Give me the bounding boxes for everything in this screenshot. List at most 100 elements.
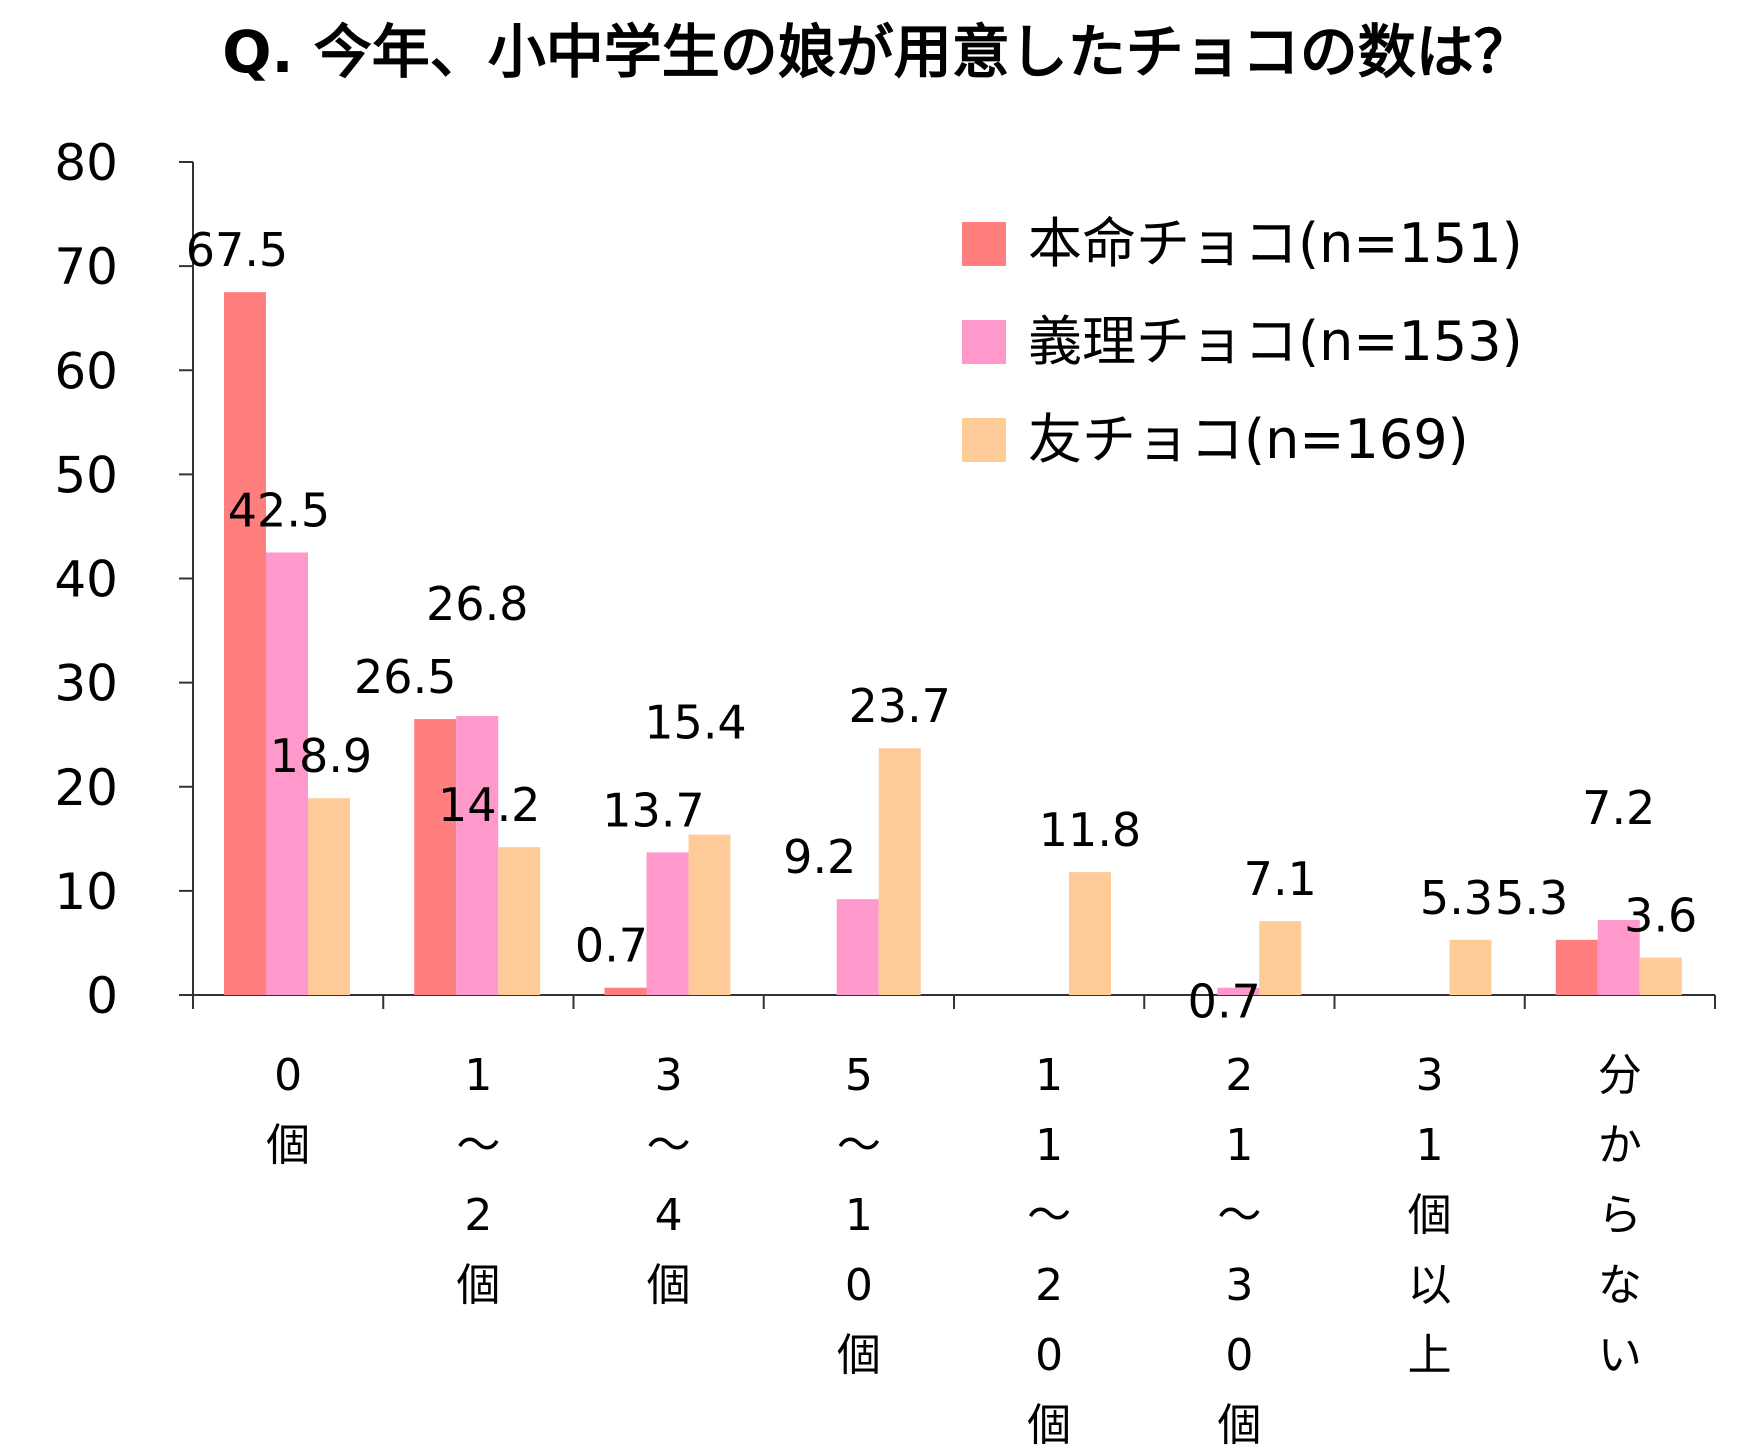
category-label-char: か <box>1598 1120 1642 1171</box>
bar <box>266 552 308 995</box>
category-label: 1 1 〜 2 0 個 <box>1027 1050 1071 1450</box>
bar <box>414 719 457 995</box>
category-label-char: 上 <box>1408 1330 1452 1381</box>
bar <box>1597 920 1640 995</box>
bar <box>1639 957 1682 995</box>
category-label: 5 〜 1 0 個 <box>837 1050 881 1381</box>
y-tick-label: 70 <box>54 238 118 296</box>
bars <box>224 292 1682 995</box>
category-label-char: ら <box>1598 1190 1642 1241</box>
category-label-char: 1 <box>1416 1120 1444 1171</box>
y-tick-label: 20 <box>54 759 118 817</box>
data-label: 0.7 <box>575 919 648 973</box>
bar <box>1449 939 1492 995</box>
data-label: 13.7 <box>602 783 704 837</box>
bar <box>1069 872 1111 995</box>
category-label-char: 個 <box>1408 1190 1452 1241</box>
category-label-char: 0 <box>845 1260 873 1311</box>
category-label-char: 以 <box>1408 1260 1452 1311</box>
data-label: 5.3 <box>1420 871 1493 925</box>
category-label-char: な <box>1598 1260 1642 1311</box>
legend-label: 本命チョコ(n=151) <box>1028 212 1523 275</box>
data-label: 26.5 <box>354 650 456 704</box>
data-label: 18.9 <box>270 729 372 783</box>
legend-swatch <box>962 222 1006 266</box>
data-label: 14.2 <box>438 778 540 832</box>
bar <box>646 852 689 995</box>
bar <box>308 798 350 995</box>
category-label-char: 0 <box>274 1050 302 1101</box>
bar <box>1217 987 1260 995</box>
bar <box>878 748 921 995</box>
legend-swatch <box>962 418 1006 462</box>
category-label-char: 0 <box>1225 1330 1253 1381</box>
bar <box>836 899 879 995</box>
category-label-char: 0 <box>1035 1330 1063 1381</box>
category-label-char: 4 <box>655 1190 683 1241</box>
data-label: 23.7 <box>849 679 951 733</box>
category-label-char: 〜 <box>1027 1190 1071 1241</box>
category-label: 0個 <box>266 1050 310 1171</box>
y-tick-label: 30 <box>54 655 118 713</box>
bar <box>1555 939 1598 995</box>
category-label-char: 3 <box>1225 1260 1253 1311</box>
category-label-char: 〜 <box>647 1120 691 1171</box>
category-label-char: 個 <box>456 1260 500 1311</box>
data-label: 42.5 <box>228 483 330 537</box>
data-label: 26.8 <box>426 577 528 631</box>
category-label-char: 1 <box>845 1190 873 1241</box>
y-axis-ticks: 0 10 20 30 40 50 60 70 80 <box>54 134 193 1025</box>
legend-swatch <box>962 320 1006 364</box>
data-label: 15.4 <box>644 696 746 750</box>
bar <box>456 715 499 995</box>
category-label-char: 1 <box>1035 1050 1063 1101</box>
category-label-char: 分 <box>1598 1050 1642 1101</box>
category-label-char: 1 <box>1225 1120 1253 1171</box>
data-label: 5.3 <box>1495 871 1568 925</box>
category-label-char: 2 <box>464 1190 492 1241</box>
category-label-char: 〜 <box>456 1120 500 1171</box>
data-label: 67.5 <box>186 223 288 277</box>
data-label: 3.6 <box>1624 889 1697 943</box>
y-tick-label: 0 <box>86 967 118 1025</box>
category-label-char: 1 <box>1035 1120 1063 1171</box>
category-label-char: 3 <box>1416 1050 1444 1101</box>
category-label-char: 個 <box>1027 1400 1071 1450</box>
y-tick-label: 60 <box>54 342 118 400</box>
y-tick-label: 50 <box>54 446 118 504</box>
category-label-char: い <box>1598 1330 1642 1381</box>
bar <box>1259 921 1302 995</box>
chart-title: Q. 今年、小中学生の娘が用意したチョコの数は？ <box>222 18 1532 86</box>
y-tick-label: 40 <box>54 551 118 609</box>
category-label: 1 〜 2 個 <box>456 1050 500 1311</box>
bar <box>498 847 541 995</box>
category-label-char: 個 <box>266 1120 310 1171</box>
data-labels: 67.5 26.5 0.7 5.3 42.5 26.8 13.7 9.2 0.7 7.2 18.9 1… <box>186 223 1698 1029</box>
category-label: 3 1 個以上 <box>1408 1050 1452 1381</box>
data-label: 0.7 <box>1188 975 1261 1029</box>
y-tick-label: 10 <box>54 863 118 921</box>
category-label: 3 〜 4 個 <box>647 1050 691 1311</box>
legend: 本命チョコ(n=151) 義理チョコ(n=153) 友チョコ(n=169) <box>962 212 1523 471</box>
category-label-char: 個 <box>837 1330 881 1381</box>
category-label-char: 個 <box>1217 1400 1261 1450</box>
category-label-char: 〜 <box>837 1120 881 1171</box>
bar <box>604 987 647 995</box>
data-label: 7.2 <box>1582 781 1655 835</box>
category-label-char: 2 <box>1225 1050 1253 1101</box>
category-label-char: 5 <box>845 1050 873 1101</box>
bar <box>224 292 266 995</box>
data-label: 7.1 <box>1244 852 1317 906</box>
data-label: 11.8 <box>1039 803 1141 857</box>
category-label-char: 3 <box>655 1050 683 1101</box>
category-label-char: 1 <box>464 1050 492 1101</box>
category-label: 2 1 〜 3 0 個 <box>1217 1050 1261 1450</box>
legend-label: 友チョコ(n=169) <box>1028 408 1469 471</box>
legend-label: 義理チョコ(n=153) <box>1028 310 1523 373</box>
y-tick-label: 80 <box>54 134 118 192</box>
bar <box>688 834 731 995</box>
data-label: 9.2 <box>783 830 856 884</box>
